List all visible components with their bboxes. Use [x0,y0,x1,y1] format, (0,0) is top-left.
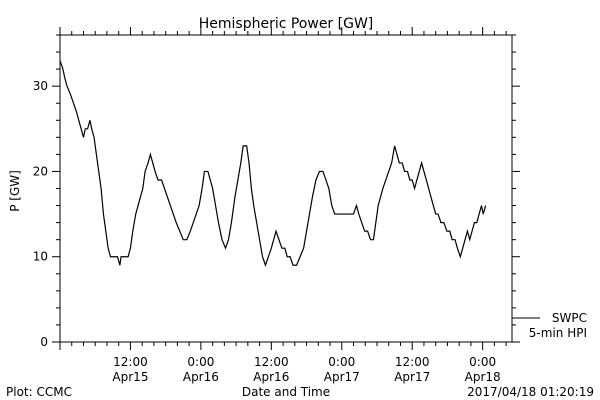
x-tick-label-time: 12:00 [395,355,430,369]
footer-left: Plot: CCMC [6,385,72,399]
x-tick-label-date: Apr16 [183,370,219,384]
x-tick-label-date: Apr16 [253,370,289,384]
legend-label-hpi: 5-min HPI [529,326,587,340]
legend-label-swpc: SWPC [552,311,587,325]
series-line-swpc [59,60,487,268]
y-tick-label: 30 [33,79,48,93]
series-group [59,60,487,268]
chart-title: Hemispheric Power [GW] [199,16,374,32]
x-tick-label-date: Apr17 [394,370,430,384]
x-tick-label-time: 0:00 [328,355,355,369]
x-tick-label-time: 12:00 [254,355,289,369]
y-tick-label: 0 [40,335,48,349]
axes-group: 010203012:00Apr150:00Apr1612:00Apr160:00… [33,27,520,384]
y-axis-label: P [GW] [8,170,22,212]
x-tick-label-date: Apr15 [112,370,148,384]
x-tick-label-time: 0:00 [187,355,214,369]
x-tick-label-time: 0:00 [469,355,496,369]
x-tick-label-time: 12:00 [113,355,148,369]
y-tick-label: 20 [33,164,48,178]
x-tick-label-date: Apr17 [324,370,360,384]
x-tick-label-date: Apr18 [465,370,501,384]
footer-center: Date and Time [242,385,330,399]
y-tick-label: 10 [33,250,48,264]
footer-right: 2017/04/18 01:20:19 [467,385,594,399]
